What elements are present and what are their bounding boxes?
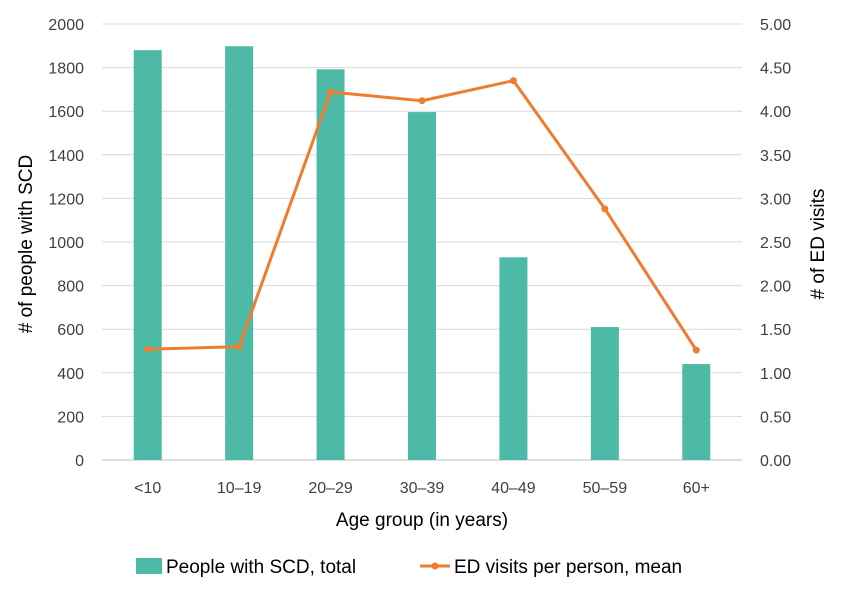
line-point (509, 77, 517, 85)
x-tick-label: <10 (134, 480, 161, 497)
line-point (601, 205, 609, 213)
bar-series (133, 46, 711, 461)
legend: People with SCD, total ED visits per per… (136, 557, 682, 578)
y2-tick-label: 1.50 (760, 322, 791, 339)
x-axis-title: Age group (in years) (336, 510, 508, 531)
bar (590, 327, 619, 460)
y2-tick-label: 5.00 (760, 17, 791, 34)
y2-axis-title: # of ED visits (808, 189, 829, 300)
x-tick-label: 50–59 (583, 480, 628, 497)
y2-tick-label: 0.50 (760, 409, 791, 426)
x-tick-label: 60+ (683, 480, 710, 497)
y-tick-label: 1200 (48, 191, 84, 208)
y-tick-label: 0 (75, 453, 84, 470)
x-tick-label: 30–39 (400, 480, 445, 497)
bar (316, 69, 345, 461)
y2-tick-label: 4.50 (760, 61, 791, 78)
y2-tick-label: 3.00 (760, 191, 791, 208)
bar (408, 112, 436, 461)
legend-swatch-marker (431, 562, 439, 570)
bar (682, 364, 711, 460)
line-point (235, 343, 243, 351)
legend-label-bar: People with SCD, total (166, 557, 356, 578)
y-axis-title: # of people with SCD (16, 155, 37, 334)
y2-tick-label: 3.50 (760, 148, 791, 165)
y-tick-label: 2000 (48, 17, 84, 34)
x-tick-label: 10–19 (217, 480, 262, 497)
y-tick-label: 1600 (48, 104, 84, 121)
line-point (418, 97, 426, 105)
x-tick-label: 20–29 (308, 480, 353, 497)
line-point (327, 88, 335, 96)
right-axis-ticks: 0.00 0.50 1.00 1.50 2.00 2.50 3.00 3.50 4.00 4.50… (760, 17, 791, 470)
y2-tick-label: 2.50 (760, 235, 791, 252)
y2-tick-label: 4.00 (760, 104, 791, 121)
y-tick-label: 1400 (48, 148, 84, 165)
bar (225, 46, 254, 461)
y-tick-label: 600 (57, 322, 84, 339)
y-tick-label: 200 (57, 409, 84, 426)
bar (133, 50, 162, 460)
y-tick-label: 800 (57, 279, 84, 296)
legend-swatch-bar (136, 558, 162, 574)
line-point (692, 346, 700, 354)
y-tick-label: 400 (57, 366, 84, 383)
y2-tick-label: 2.00 (760, 279, 791, 296)
legend-label-line: ED visits per person, mean (454, 557, 682, 578)
line-series (144, 77, 700, 354)
line-point (144, 345, 152, 353)
bar (499, 257, 528, 460)
y2-tick-label: 0.00 (760, 453, 791, 470)
x-axis-ticks: <10 10–19 20–29 30–39 40–49 50–59 60+ (134, 480, 710, 497)
y-tick-label: 1000 (48, 235, 84, 252)
y2-tick-label: 1.00 (760, 366, 791, 383)
x-tick-label: 40–49 (491, 480, 536, 497)
left-axis-ticks: 0 200 400 600 800 1000 1200 1400 1600 1800 2000 (48, 17, 84, 470)
y-tick-label: 1800 (48, 61, 84, 78)
